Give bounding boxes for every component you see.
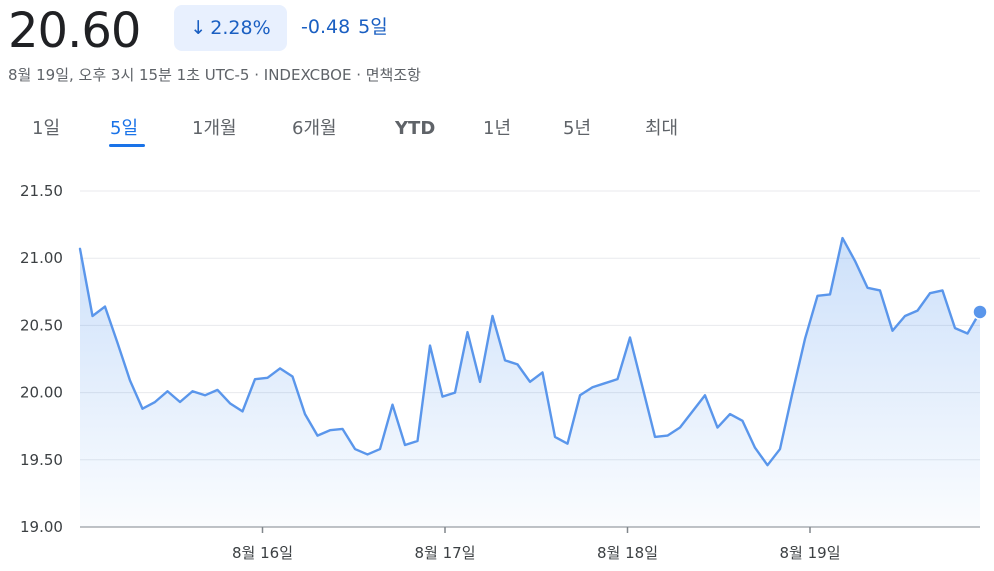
arrow-down-icon: ↓ (190, 17, 207, 39)
change-percent: 2.28% (210, 17, 271, 39)
y-tick-label: 20.50 (20, 316, 63, 334)
tab-max[interactable]: 최대 (645, 118, 679, 139)
change-percent-badge: ↓ 2.28% (174, 5, 287, 51)
y-tick-label: 19.50 (20, 451, 63, 469)
tab-1m[interactable]: 1개월 (192, 118, 237, 139)
y-tick-label: 21.50 (20, 182, 63, 200)
tab-6m[interactable]: 6개월 (292, 118, 337, 139)
price-chart[interactable]: 8월 16일 8월 17일 8월 18일 8월 19일 21.50 21.00 20.50… (0, 160, 994, 571)
change-absolute-value: -0.48 (301, 16, 351, 38)
y-tick-label: 19.00 (20, 518, 63, 536)
tab-5y[interactable]: 5년 (563, 118, 592, 139)
x-tick-label: 8월 16일 (232, 544, 293, 562)
price-line (78, 236, 982, 467)
x-axis: 8월 16일 8월 17일 8월 18일 8월 19일 (232, 527, 841, 562)
last-point-marker (972, 304, 988, 320)
tab-1d[interactable]: 1일 (32, 118, 61, 139)
quote-meta: 8월 19일, 오후 3시 15분 1초 UTC-5 · INDEXCBOE ·… (8, 66, 421, 84)
x-tick-label: 8월 18일 (597, 544, 658, 562)
y-axis: 21.50 21.00 20.50 20.00 19.50 19.00 (20, 182, 63, 536)
y-tick-label: 20.00 (20, 384, 63, 402)
chart-line (78, 236, 982, 467)
active-tab-indicator (109, 144, 145, 147)
tab-ytd[interactable]: YTD (395, 118, 436, 139)
x-tick-label: 8월 19일 (780, 544, 841, 562)
last-point-marker-group (972, 304, 988, 320)
current-price: 20.60 (8, 3, 141, 59)
tab-5d[interactable]: 5일 (110, 118, 139, 139)
range-tabs: 1일 5일 1개월 6개월 YTD 1년 5년 최대 (0, 112, 994, 152)
absolute-change: -0.48 5일 (301, 13, 388, 41)
tab-1y[interactable]: 1년 (483, 118, 512, 139)
y-tick-label: 21.00 (20, 249, 63, 267)
change-period: 5일 (358, 16, 388, 38)
x-tick-label: 8월 17일 (415, 544, 476, 562)
